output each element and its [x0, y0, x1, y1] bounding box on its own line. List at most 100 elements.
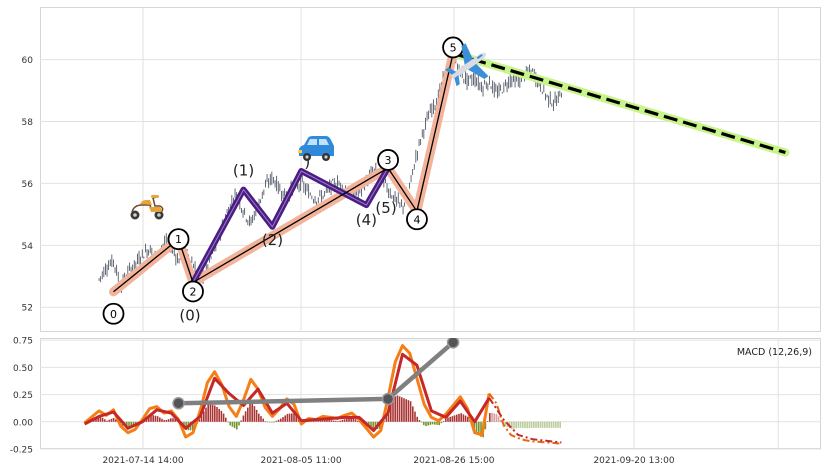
histogram-bar [460, 413, 462, 422]
histogram-bar [150, 414, 152, 422]
histogram-bar [396, 395, 399, 422]
histogram-bar [341, 419, 344, 422]
histogram-bar [235, 421, 238, 430]
histogram-bar [438, 421, 440, 426]
histogram-bar [112, 417, 115, 422]
macd-panel [40, 338, 821, 449]
histogram-bar [99, 416, 102, 422]
histogram-bar [249, 403, 251, 422]
histogram-bar [552, 421, 555, 428]
histogram-bar [216, 407, 218, 422]
sub-wave-label: ) [304, 153, 310, 171]
histogram-bar [517, 421, 520, 428]
histogram-bar [231, 421, 234, 427]
histogram-bar [328, 419, 330, 422]
histogram-bar [288, 413, 291, 422]
histogram-bar [488, 413, 491, 422]
divergence-point [381, 392, 395, 406]
macd-legend: MACD (12,26,9) [737, 347, 812, 358]
histogram-bar [387, 408, 390, 422]
histogram-bar [246, 407, 249, 422]
histogram-bar [557, 421, 559, 428]
histogram-bar [543, 421, 546, 428]
histogram-bar [348, 418, 350, 422]
wave-label: 4 [413, 213, 420, 226]
wave-label: 3 [385, 154, 392, 167]
histogram-bar [233, 421, 236, 429]
histogram-bar [504, 421, 506, 426]
histogram-bar [427, 421, 429, 426]
histogram-bar [106, 420, 108, 422]
macd-lines [83, 338, 562, 445]
divergence-point [172, 397, 185, 410]
histogram-bar [407, 400, 410, 422]
histogram-bar [163, 420, 165, 422]
histogram-bar [277, 419, 280, 422]
macd-y-axis: -0.25 0.00 0.25 0.50 0.75 [10, 337, 34, 456]
histogram-bar [499, 419, 502, 422]
wave-marker [167, 228, 190, 251]
histogram-bar [464, 415, 467, 422]
histogram-bar [156, 416, 159, 422]
signal-projection-line [488, 397, 562, 444]
wave-labels: 0 1 2 3 4 5 (0) (1) (2)) (4)(5) [102, 36, 464, 325]
sub-wave-label: (2) [262, 231, 283, 249]
histogram-bar [319, 420, 322, 422]
macd-y-tick-label: 0.00 [13, 418, 33, 428]
histogram-bar [515, 421, 517, 429]
histogram-bar [323, 419, 326, 422]
histogram-bar [392, 400, 394, 422]
wave-label: 2 [189, 285, 196, 298]
histogram-bar [389, 404, 392, 422]
histogram-bar [491, 412, 493, 422]
histogram-bar [429, 421, 432, 425]
histogram-bar [238, 421, 240, 426]
histogram-bar [209, 404, 212, 422]
sub-wave-label: (4) [356, 211, 377, 229]
histogram-bar [425, 421, 427, 427]
histogram-bar [513, 421, 515, 429]
histogram-bar [326, 419, 328, 422]
histogram-bar [480, 421, 482, 437]
wave-label: 1 [175, 233, 182, 246]
histogram-bar [385, 414, 388, 422]
histogram-bar [422, 421, 425, 426]
histogram-bar [418, 419, 421, 422]
macd-y-tick-label: 0.25 [13, 391, 33, 401]
histogram-bar [354, 419, 357, 422]
histogram-bar [251, 402, 253, 422]
histogram-bar [211, 404, 214, 422]
histogram-bar [286, 413, 289, 422]
histogram-bar [535, 421, 537, 428]
histogram-bar [339, 420, 341, 422]
histogram-bar [530, 421, 533, 428]
histogram-bar [497, 416, 500, 422]
histogram-bar [101, 417, 104, 422]
histogram-bar [125, 421, 128, 427]
histogram-bar [332, 420, 335, 422]
histogram-bar [554, 421, 557, 428]
histogram-bar [559, 421, 561, 428]
histogram-bar [317, 420, 319, 422]
macd-x-axis: 2021-07-14 14:00 2021-08-05 11:00 2021-08-… [102, 456, 674, 466]
macd-y-tick-label: 0.50 [13, 364, 33, 374]
histogram-bar [295, 415, 297, 422]
x-tick-label: 2021-09-20 13:00 [593, 456, 674, 466]
histogram-bar [550, 421, 553, 428]
histogram-bar [202, 411, 205, 422]
histogram-bar [528, 421, 531, 429]
histogram-bar [244, 411, 247, 422]
histogram-bar [213, 405, 216, 422]
primary-wave-line [113, 53, 454, 293]
histogram-bar [154, 415, 157, 422]
macd-y-tick-label: 0.75 [13, 337, 33, 347]
histogram-bar [352, 417, 355, 422]
histogram-bar [484, 421, 487, 430]
histogram-bar [449, 416, 451, 422]
car-icon [298, 136, 334, 161]
histogram-bar [275, 420, 278, 422]
histogram-bar [147, 415, 150, 422]
histogram-bar [411, 406, 414, 422]
price-y-tick-label: 56 [22, 180, 34, 190]
histogram-bar [416, 416, 418, 422]
